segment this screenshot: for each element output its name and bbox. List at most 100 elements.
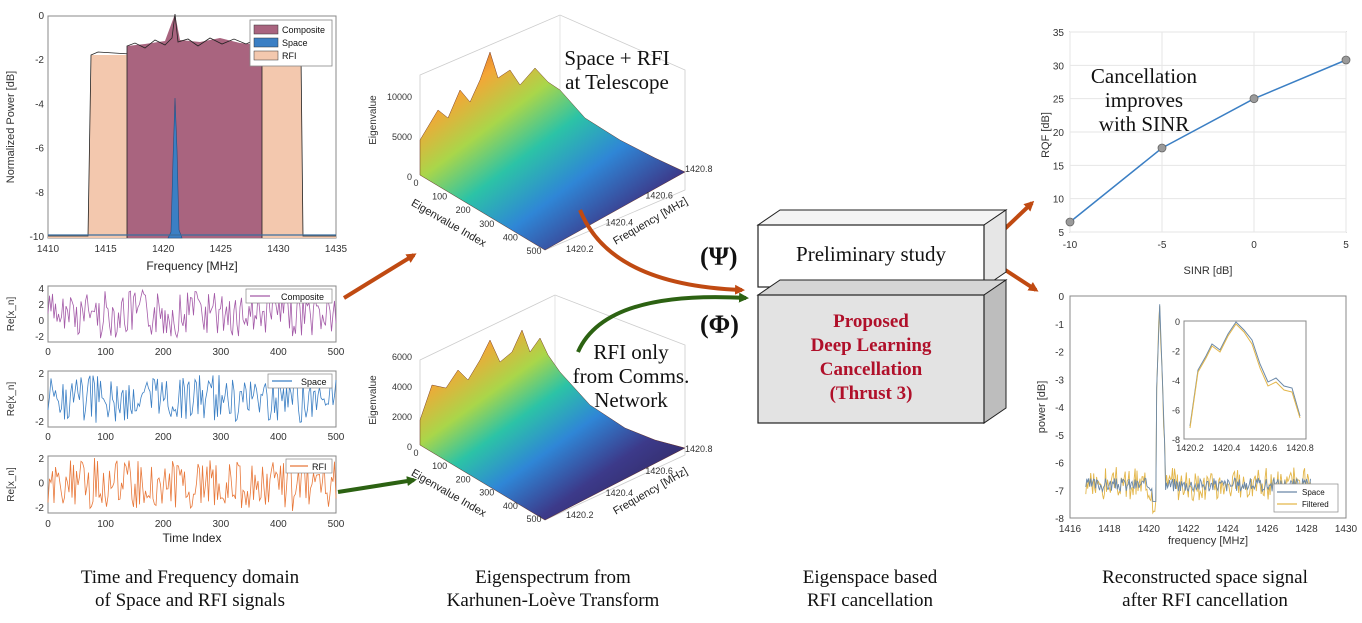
rqf-point: [1065, 217, 1075, 227]
annot-rfi-only-line3: Network: [594, 388, 668, 412]
spectrum-xtick: 1435: [325, 244, 348, 255]
inset-xtick: 1420.4: [1213, 443, 1241, 453]
spectrum-legend: Composite Space RFI: [249, 19, 333, 67]
surf-ztick: 10000: [387, 92, 412, 102]
recon-legend-space: Space: [1302, 488, 1325, 497]
rqf-xtick: 5: [1343, 240, 1349, 251]
spectrum-ytick: -4: [35, 99, 44, 110]
rqf-ytick: 5: [1058, 228, 1064, 239]
spectrum-yticks: 0 -2 -4 -6 -8 -10: [30, 11, 45, 243]
arrow-composite-to-surface: [342, 253, 417, 300]
spectrum-ytick: 0: [38, 11, 44, 22]
time-ylabel: Re[x_n]: [6, 467, 17, 502]
recon-series-space: [1085, 304, 1311, 502]
time-xtick: 500: [328, 347, 345, 358]
inset-ytick: -8: [1172, 435, 1180, 445]
surf-xtick: 300: [479, 488, 494, 498]
time-xtick: 0: [45, 432, 51, 443]
legend-swatch-space: [253, 37, 279, 48]
surf-ztick: 0: [407, 442, 412, 452]
annot-space-rfi-line2: at Telescope: [565, 70, 669, 94]
time-xtick: 400: [270, 432, 287, 443]
surf-ytick: 1420.2: [566, 510, 594, 520]
legend-rfi: RFI: [282, 51, 297, 61]
surf-ytick: 1420.6: [645, 466, 673, 476]
proposed-line1: Proposed: [833, 311, 909, 332]
time-panel-composite: [47, 285, 337, 343]
rqf-grid: [1069, 31, 1347, 233]
rqf-ytick: 15: [1053, 161, 1065, 172]
surf-xtick: 400: [503, 501, 518, 511]
time-ytick: -2: [35, 332, 44, 343]
legend-swatch-composite: [253, 24, 279, 35]
surf-xtick: 300: [479, 219, 494, 229]
time-xlabel: Time Index: [163, 531, 222, 545]
recon-legend-filtered: Filtered: [1302, 500, 1329, 509]
surf-xtick: 0: [413, 178, 418, 188]
time-ytick: 0: [38, 393, 44, 404]
psi-symbol: (Ψ): [700, 242, 738, 271]
rqf-ytick: 10: [1053, 195, 1065, 206]
surf-ytick: 1420.4: [606, 488, 634, 498]
time-xtick: 200: [155, 347, 172, 358]
surf-xtick: 400: [503, 232, 518, 242]
recon-ytick: 0: [1058, 292, 1064, 303]
caption-cancel-line2: RFI cancellation: [806, 590, 934, 611]
recon-xtick: 1420: [1138, 524, 1161, 535]
surf-ztick: 4000: [392, 382, 412, 392]
inset-series-filtered: [1189, 323, 1301, 429]
annot-sinr: Cancellation improves with SINR: [1084, 64, 1204, 136]
spectrum-xtick: 1430: [267, 244, 290, 255]
annot-sinr-line1: Cancellation: [1090, 64, 1198, 88]
time-ytick: 0: [38, 479, 44, 490]
recon-ytick: -3: [1055, 375, 1064, 386]
time-ylabel: Re[x_n]: [6, 297, 17, 332]
surf-xtick: 200: [456, 205, 471, 215]
inset-ytick: -2: [1172, 347, 1180, 357]
annot-space-rfi: Space + RFI at Telescope: [552, 46, 682, 94]
proposed-box: [757, 294, 985, 424]
time-legend-space: Space: [301, 377, 327, 387]
spectrum-xticks: 1410 1415 1420 1425 1430 1435: [37, 244, 348, 255]
recon-xtick: 1430: [1335, 524, 1358, 535]
recon-xtick: 1428: [1295, 524, 1318, 535]
recon-xlabel: frequency [MHz]: [1168, 535, 1248, 547]
rqf-series-line: [1069, 59, 1347, 223]
time-xtick: 200: [155, 432, 172, 443]
recon-ytick: -5: [1055, 431, 1064, 442]
legend-swatch-rfi: [253, 50, 279, 61]
arrows: [337, 200, 1039, 494]
proposed-line2: Deep Learning: [810, 335, 932, 356]
arrow-rfi-only-to-box: [576, 292, 749, 353]
trace-space: [47, 375, 337, 423]
time-xtick: 500: [328, 519, 345, 530]
recon-ytick: -6: [1055, 459, 1064, 470]
recon-inset-area: [1183, 320, 1307, 440]
caption-time-freq-line1: Time and Frequency domain: [80, 567, 300, 588]
arrow-space-rfi-to-box: [578, 209, 745, 295]
time-xtick: 100: [97, 519, 114, 530]
time-domain-charts: 420-2Re[x_n]20-2Re[x_n]20-2Re[x_n]000100…: [6, 284, 345, 545]
rqf-xtick: -5: [1158, 240, 1167, 251]
time-xtick: 100: [97, 347, 114, 358]
time-legend-rfi: RFI: [312, 462, 327, 472]
rqf-xlabel: SINR [dB]: [1184, 265, 1233, 277]
time-xtick: 400: [270, 519, 287, 530]
legend-box-space: [267, 373, 333, 389]
rqf-ytick: 20: [1053, 128, 1065, 139]
rqf-ytick: 25: [1053, 95, 1065, 106]
arrow-rfi-to-surface: [337, 476, 417, 494]
surf-ztick: 0: [407, 172, 412, 182]
annot-sinr-line3: with SINR: [1098, 112, 1190, 136]
caption-time-freq: Time and Frequency domain of Space and R…: [40, 566, 340, 612]
surf-xtick: 100: [432, 461, 447, 471]
spectrum-ytick: -6: [35, 144, 44, 155]
time-xtick: 0: [45, 347, 51, 358]
annot-sinr-line2: improves: [1104, 88, 1184, 112]
time-ytick: 2: [38, 300, 44, 311]
surf-bottom-mesh: [419, 329, 686, 521]
rqf-xtick: -10: [1063, 240, 1078, 251]
